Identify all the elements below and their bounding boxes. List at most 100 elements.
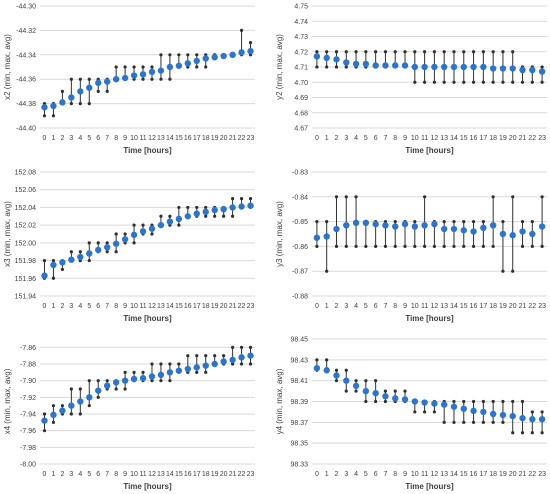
x-tick-label: 3	[69, 135, 73, 142]
x-tick-label: 14	[450, 303, 458, 310]
x-tick-label: 5	[364, 303, 368, 310]
x-tick-label: 13	[157, 303, 165, 310]
min-marker	[114, 250, 118, 254]
x-axis-title: Time [hours]	[123, 146, 172, 155]
max-marker	[511, 195, 515, 199]
y-tick-label: -44.34	[16, 52, 36, 59]
max-marker	[354, 379, 358, 383]
avg-point	[77, 398, 84, 405]
x-tick-label: 18	[202, 471, 210, 478]
avg-point	[68, 94, 75, 101]
max-marker	[452, 399, 456, 404]
avg-point	[372, 220, 379, 228]
avg-point	[157, 221, 165, 229]
x-tick-label: 6	[374, 471, 378, 478]
min-marker	[69, 412, 73, 416]
x-tick-label: 21	[519, 135, 527, 142]
chart-panel-3: -0.83-0.84-0.85-0.86-0.87-0.880 1 2 3 4 5 6 7 8 9…	[275, 170, 547, 323]
avg-point	[193, 57, 200, 65]
avg-point	[103, 244, 111, 251]
min-marker	[481, 420, 485, 424]
min-marker	[204, 370, 208, 374]
x-tick-label: 20	[509, 471, 517, 478]
max-marker	[60, 89, 64, 93]
avg-point	[211, 206, 218, 214]
avg-point	[480, 224, 487, 231]
max-marker	[315, 50, 319, 54]
y-tick-label: -0.88	[292, 294, 308, 301]
max-marker	[364, 50, 368, 54]
avg-point	[139, 374, 147, 382]
avg-point	[41, 104, 48, 111]
avg-point	[184, 60, 192, 67]
x-tick-label: 5	[364, 135, 368, 142]
max-marker	[222, 354, 226, 358]
x-tick-label: 1	[325, 471, 329, 478]
x-tick-label: 18	[202, 135, 210, 142]
avg-point	[220, 52, 227, 60]
x-tick-label: 5	[87, 471, 91, 478]
x-tick-label: 10	[411, 471, 419, 478]
avg-point	[202, 208, 209, 216]
max-marker	[78, 387, 82, 391]
y-tick-label: -7.96	[20, 428, 36, 435]
max-marker	[141, 223, 145, 227]
max-marker	[141, 65, 145, 69]
x-tick-label: 17	[193, 135, 201, 142]
max-marker	[114, 65, 118, 69]
avg-point	[50, 411, 57, 419]
x-tick-label: 12	[148, 471, 156, 478]
min-marker	[491, 244, 495, 248]
x-tick-label: 1	[325, 135, 329, 142]
x-tick-label: 9	[123, 471, 127, 478]
max-marker	[168, 214, 172, 218]
x-tick-label: 6	[96, 303, 100, 310]
max-marker	[132, 223, 136, 227]
y-tick-label: 152.04	[15, 205, 37, 212]
avg-point	[86, 84, 93, 91]
max-marker	[511, 399, 515, 404]
x-tick-label: 11	[421, 303, 428, 310]
x-tick-label: 23	[538, 135, 546, 142]
y-axis-title: y2 (min, max, avg)	[275, 34, 284, 100]
max-marker	[334, 195, 339, 199]
avg-point	[86, 394, 93, 401]
avg-point	[313, 364, 321, 372]
avg-point	[157, 371, 165, 379]
y-tick-label: 4.74	[294, 19, 308, 26]
min-marker	[204, 65, 208, 69]
x-tick-label: 13	[440, 135, 448, 142]
max-marker	[186, 53, 190, 57]
avg-point	[166, 218, 174, 225]
x-tick-label: 1	[51, 303, 55, 310]
min-marker	[540, 244, 544, 248]
min-marker	[511, 80, 515, 84]
max-marker	[159, 362, 163, 366]
max-marker	[462, 50, 466, 54]
avg-point	[362, 60, 370, 68]
min-marker	[481, 244, 485, 248]
avg-point	[157, 67, 165, 74]
min-marker	[51, 114, 56, 118]
x-tick-label: 17	[193, 303, 201, 310]
max-marker	[325, 50, 329, 54]
max-marker	[69, 250, 73, 254]
y-axis-title: x4 (min, max, avg)	[3, 368, 12, 434]
y-tick-label: -7.98	[20, 445, 36, 452]
min-marker	[540, 80, 544, 84]
avg-point	[392, 395, 399, 402]
avg-point	[538, 416, 546, 423]
avg-point	[148, 225, 156, 232]
x-tick-label: 9	[403, 303, 407, 310]
min-marker	[442, 80, 446, 84]
x-tick-label: 13	[157, 135, 165, 142]
x-tick-label: 22	[238, 303, 246, 310]
min-marker	[114, 387, 118, 391]
max-marker	[403, 389, 407, 393]
min-marker	[344, 65, 348, 69]
avg-point	[352, 219, 360, 227]
x-tick-label: 18	[489, 471, 497, 478]
min-marker	[383, 244, 388, 248]
x-tick-label: 4	[354, 303, 358, 310]
x-tick-label: 18	[489, 135, 497, 142]
